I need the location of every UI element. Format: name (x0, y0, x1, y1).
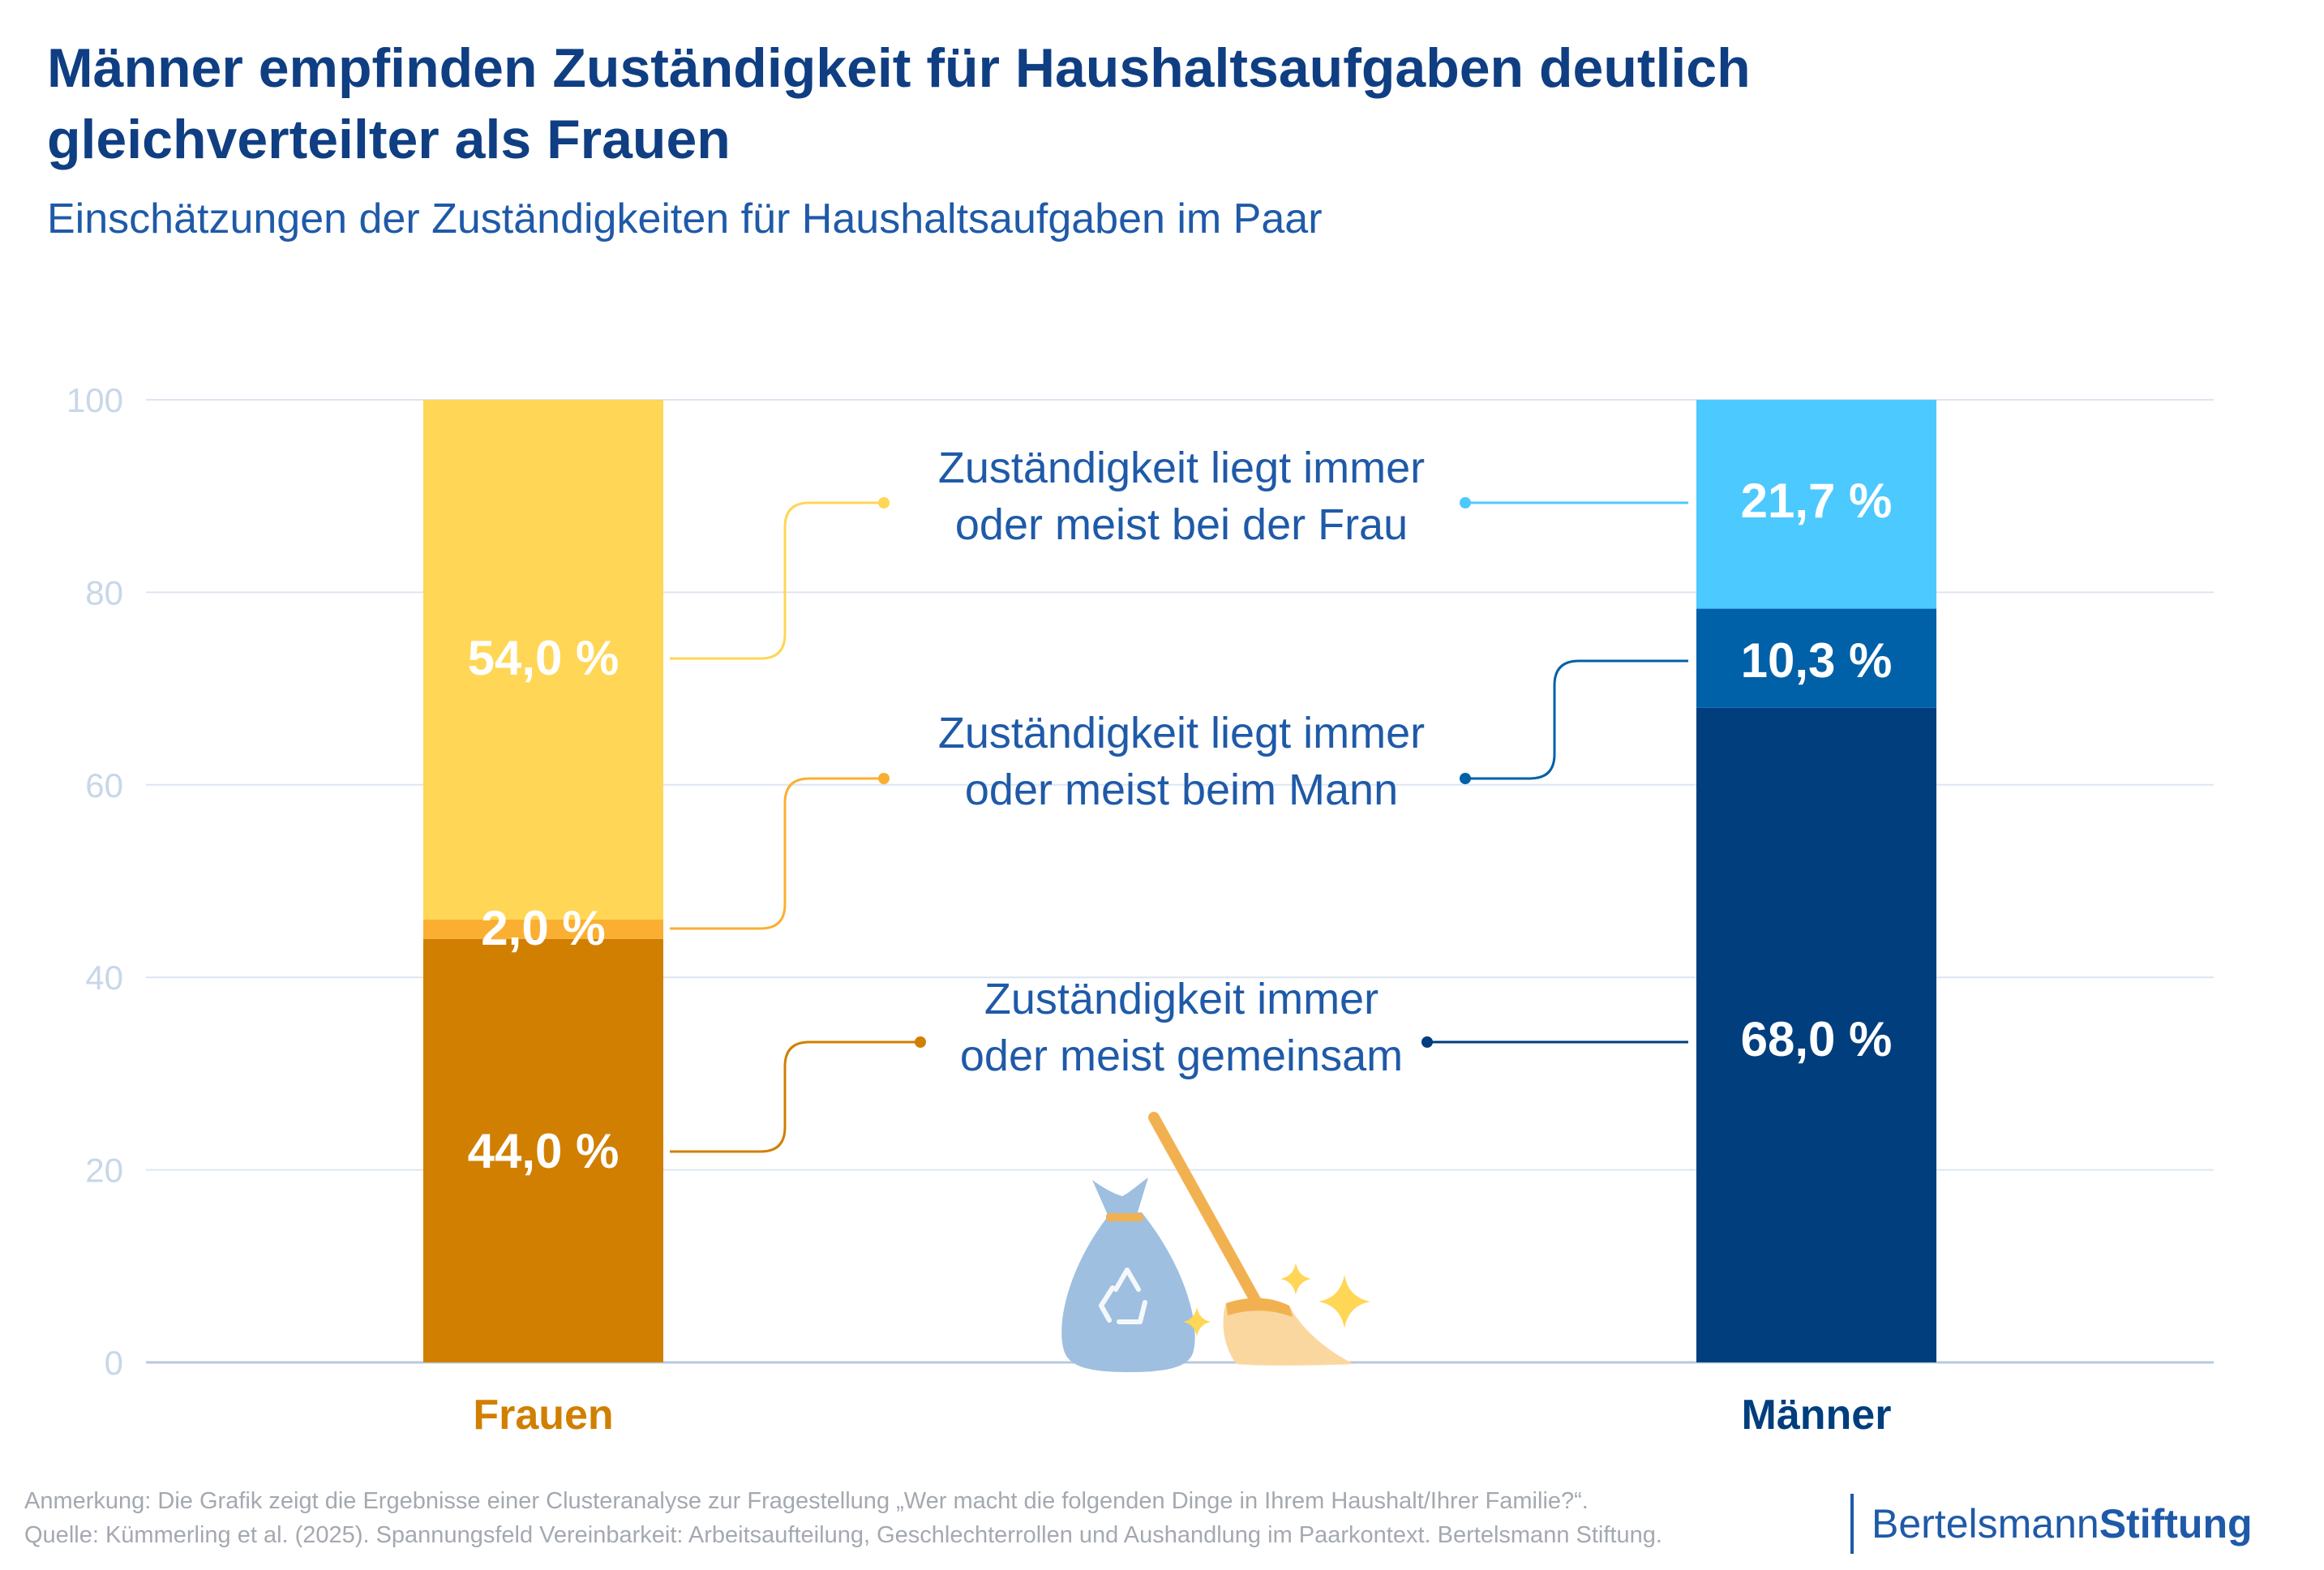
connector-lines (670, 497, 1688, 1153)
bar-frauen-gemeinsam (423, 938, 663, 1362)
household-illustration (1061, 1112, 1370, 1372)
connector-dot-frauen-mann (878, 773, 890, 784)
value-label-maenner-mann: 10,3 % (1741, 633, 1893, 688)
brand-divider (1850, 1494, 1854, 1554)
value-label-maenner-frau: 21,7 % (1741, 474, 1893, 528)
value-label-frauen-frau: 54,0 % (468, 631, 620, 685)
footnote-note: Anmerkung: Die Grafik zeigt die Ergebnis… (24, 1488, 1589, 1514)
category-label-frauen: Frauen (473, 1392, 613, 1439)
recycling-bag-icon (1061, 1178, 1195, 1372)
chart-subtitle: Einschätzungen der Zuständigkeiten für H… (47, 195, 1323, 242)
y-tick-label-100: 100 (66, 381, 123, 419)
footnote-source: Quelle: Kümmerling et al. (2025). Spannu… (24, 1522, 1662, 1548)
labels: 0 20 40 60 80 100 Frauen Männer 44,0 % 2,0 % 54,0 … (66, 381, 1892, 1439)
legend-label-mann-line2: oder meist beim Mann (965, 766, 1398, 814)
legend-label-mann-line1: Zuständigkeit liegt immer (938, 709, 1425, 757)
connector-dot-frauen-frau (878, 497, 890, 508)
value-label-maenner-gemeinsam: 68,0 % (1741, 1012, 1893, 1066)
bar-frauen-mann (423, 919, 663, 939)
broom-icon (1148, 1112, 1354, 1366)
bertelsmann-stiftung-logo: BertelsmannStiftung (1872, 1499, 2253, 1549)
bars (423, 400, 1936, 1362)
connector-dot-maenner-gemeinsam (1421, 1036, 1433, 1048)
legend-label-frau-line2: oder meist bei der Frau (955, 500, 1408, 549)
y-tick-label-80: 80 (85, 573, 123, 611)
connector-dot-maenner-mann (1460, 773, 1471, 784)
connector-dot-frauen-gemeinsam (915, 1036, 926, 1048)
bar-frauen-frau (423, 400, 663, 920)
value-label-frauen-mann: 2,0 % (481, 901, 605, 955)
bar-männer-gemeinsam (1696, 707, 1936, 1362)
bar-männer-frau (1696, 400, 1936, 609)
bar-männer-mann (1696, 608, 1936, 708)
brand-part2: Stiftung (2099, 1501, 2253, 1546)
y-tick-label-60: 60 (85, 766, 123, 804)
category-label-männer: Männer (1742, 1392, 1892, 1439)
y-tick-label-20: 20 (85, 1152, 123, 1190)
legend-label-frau-line1: Zuständigkeit liegt immer (938, 444, 1425, 492)
legend-label-gemeinsam-line1: Zuständigkeit immer (984, 975, 1379, 1023)
sparkle-icon (1183, 1263, 1370, 1336)
chart-title: Männer empfinden Zuständigkeit für Haush… (47, 37, 1751, 170)
connector-frauen-mann (670, 777, 884, 930)
value-label-frauen-gemeinsam: 44,0 % (468, 1124, 620, 1178)
connector-frauen-frau (670, 501, 884, 660)
connector-dot-maenner-frau (1460, 497, 1471, 508)
footnote: Anmerkung: Die Grafik zeigt die Ergebnis… (24, 1484, 1662, 1552)
y-tick-label-40: 40 (85, 959, 123, 997)
legend-label-gemeinsam-line2: oder meist gemeinsam (960, 1032, 1403, 1080)
brand-part1: Bertelsmann (1872, 1501, 2099, 1546)
y-tick-label-0: 0 (105, 1344, 123, 1382)
stacked-bar-chart: 0 20 40 60 80 100 Frauen Männer 44,0 % 2,0 % 54,0 … (66, 381, 2214, 1439)
connector-frauen-gemeinsam (670, 1040, 920, 1153)
connector-maenner-mann (1465, 659, 1688, 780)
